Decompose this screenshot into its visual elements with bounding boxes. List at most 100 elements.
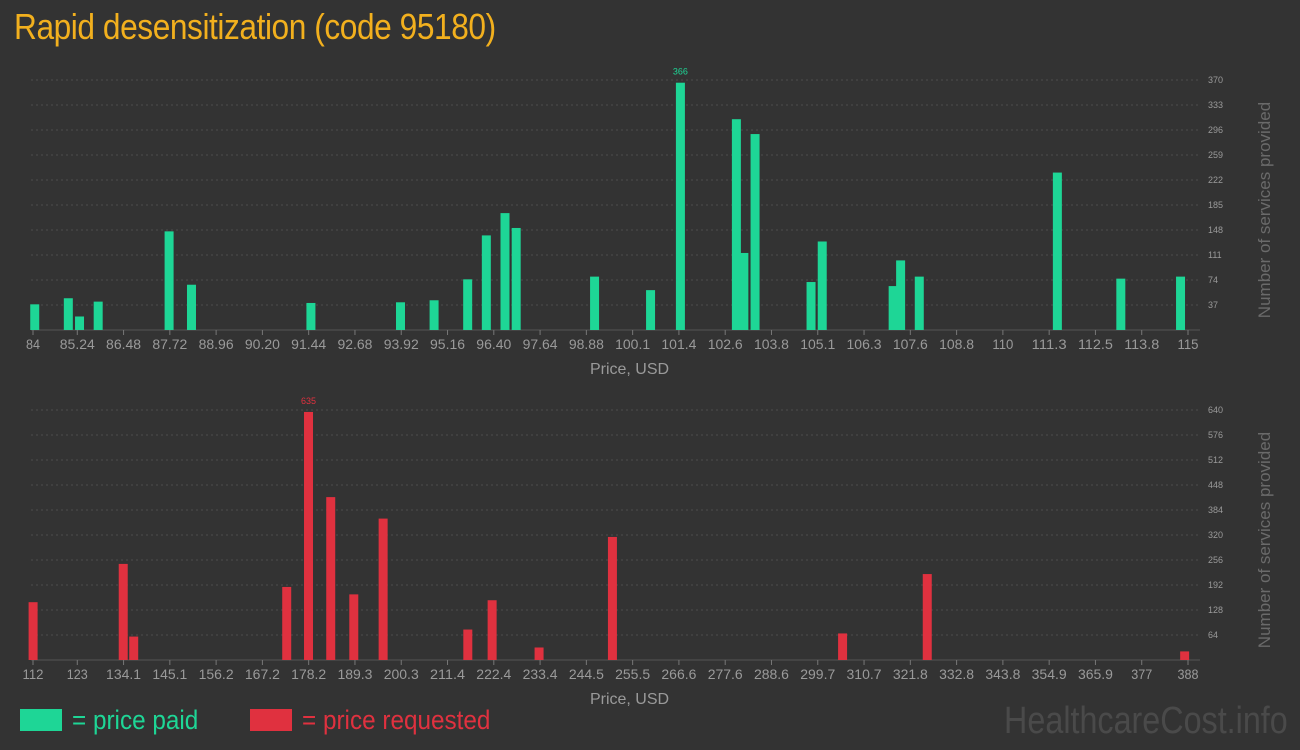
watermark: HealthcareCost.info <box>1004 700 1288 742</box>
chart1-bar <box>888 286 898 330</box>
chart1-x-tick-label: 111.3 <box>1032 336 1067 352</box>
chart2-bar <box>378 518 388 660</box>
chart1-bar <box>1116 278 1126 330</box>
chart2-x-tick-label: 200.3 <box>384 666 419 682</box>
chart1-bar <box>463 279 473 330</box>
chart1-y-tick-label: 148 <box>1208 225 1223 235</box>
chart1-bar <box>750 134 760 330</box>
chart2-x-tick-label: 134.1 <box>106 666 141 682</box>
chart1-bar <box>481 235 491 330</box>
chart1-y-tick-label: 222 <box>1208 175 1223 185</box>
chart2-bar <box>487 600 497 660</box>
chart2-x-tick-label: 233.4 <box>523 666 558 682</box>
chart2-bar <box>1180 651 1190 660</box>
chart1-bar <box>164 231 174 330</box>
chart1-x-tick-label: 105.1 <box>800 336 835 352</box>
chart1-x-tick-label: 108.8 <box>939 336 974 352</box>
chart2-bar <box>349 594 359 660</box>
chart2-y-axis-title: Number of services provided <box>1255 432 1274 648</box>
chart1-y-tick-label: 37 <box>1208 300 1218 310</box>
chart2-y-tick-label: 640 <box>1208 405 1223 415</box>
chart2-x-tick-label: 365.9 <box>1078 666 1113 682</box>
chart2-y-tick-label: 64 <box>1208 630 1218 640</box>
chart2-bar <box>838 633 848 660</box>
chart2-x-tick-label: 112 <box>23 666 44 682</box>
chart2-x-tick-label: 310.7 <box>847 666 882 682</box>
chart1-x-tick-label: 91.44 <box>291 336 326 352</box>
chart1-y-tick-label: 370 <box>1208 75 1223 85</box>
chart2-x-tick-label: 222.4 <box>476 666 511 682</box>
chart2-x-tick-label: 145.1 <box>152 666 187 682</box>
chart1-x-tick-label: 92.68 <box>337 336 372 352</box>
chart2-x-tick-label: 244.5 <box>569 666 604 682</box>
chart1-x-tick-label: 101.4 <box>661 336 696 352</box>
chart1-x-tick-label: 115 <box>1178 336 1199 352</box>
chart2-x-tick-label: 354.9 <box>1032 666 1067 682</box>
chart1-x-tick-label: 95.16 <box>430 336 465 352</box>
chart1-x-tick-label: 98.88 <box>569 336 604 352</box>
chart1-bar <box>806 282 816 330</box>
chart2-bar <box>922 574 932 660</box>
chart1-bar <box>500 213 510 330</box>
chart2-x-tick-label: 277.6 <box>708 666 743 682</box>
chart1-y-tick-label: 296 <box>1208 125 1223 135</box>
legend-paid: = price paid <box>20 705 212 735</box>
legend-requested-swatch <box>250 709 292 731</box>
chart1-bar <box>1052 172 1062 330</box>
chart2-max-label: 635 <box>301 396 316 406</box>
chart1-bar <box>675 82 685 331</box>
chart1-bar <box>63 298 73 330</box>
chart2-x-tick-label: 377 <box>1131 666 1152 682</box>
chart1-x-tick-label: 93.92 <box>384 336 419 352</box>
chart2-bar <box>129 636 139 660</box>
chart1-x-tick-label: 97.64 <box>523 336 558 352</box>
chart2-x-tick-label: 189.3 <box>337 666 372 682</box>
chart2-x-tick-label: 123 <box>67 666 88 682</box>
chart1-x-tick-label: 88.96 <box>199 336 234 352</box>
chart2-x-tick-label: 178.2 <box>291 666 326 682</box>
chart2-x-axis-title: Price, USD <box>590 691 669 708</box>
chart1-bar <box>93 301 103 330</box>
chart1-y-tick-label: 259 <box>1208 150 1223 160</box>
chart2-bar <box>282 586 292 660</box>
chart2-y-tick-label: 576 <box>1208 430 1223 440</box>
chart2-bar <box>118 563 128 660</box>
chart1-bar <box>511 227 521 330</box>
chart1-x-tick-label: 112.5 <box>1078 336 1113 352</box>
chart2-x-tick-label: 156.2 <box>199 666 234 682</box>
chart2-bar <box>534 647 544 660</box>
chart1-bar <box>914 276 924 330</box>
chart2-y-tick-label: 512 <box>1208 455 1223 465</box>
chart2-bar <box>28 602 38 660</box>
chart1-y-tick-label: 185 <box>1208 200 1223 210</box>
chart2-x-tick-label: 167.2 <box>245 666 280 682</box>
chart1-x-tick-label: 85.24 <box>60 336 95 352</box>
chart2-bar <box>463 629 473 660</box>
chart-title: Rapid desensitization (code 95180) <box>14 6 496 47</box>
chart2-y-tick-label: 192 <box>1208 580 1223 590</box>
chart1-bar <box>731 119 741 331</box>
chart1-x-tick-label: 96.40 <box>476 336 511 352</box>
chart2-y-tick-label: 128 <box>1208 605 1223 615</box>
chart2-x-tick-label: 388 <box>1178 666 1199 682</box>
legend-requested-label: = price requested <box>302 704 491 735</box>
chart1-bar <box>1176 276 1186 330</box>
chart1-bar <box>896 260 906 330</box>
chart1-x-tick-label: 110 <box>992 336 1013 352</box>
chart1-bar <box>395 302 405 330</box>
chart1-x-tick-label: 113.8 <box>1124 336 1159 352</box>
chart2-x-tick-label: 343.8 <box>985 666 1020 682</box>
chart1-y-tick-label: 111 <box>1208 250 1222 260</box>
chart1-max-label: 366 <box>673 67 688 77</box>
chart2-x-tick-label: 332.8 <box>939 666 974 682</box>
chart1-x-tick-label: 106.3 <box>847 336 882 352</box>
chart1-x-axis-title: Price, USD <box>590 361 669 378</box>
chart1-x-tick-label: 90.20 <box>245 336 280 352</box>
chart1-y-axis-title: Number of services provided <box>1255 102 1274 318</box>
chart1-bar <box>817 241 827 330</box>
chart1-bar <box>75 316 85 330</box>
chart2-x-tick-label: 321.8 <box>893 666 928 682</box>
chart1-bar <box>186 284 196 330</box>
chart2-bar <box>326 497 336 660</box>
